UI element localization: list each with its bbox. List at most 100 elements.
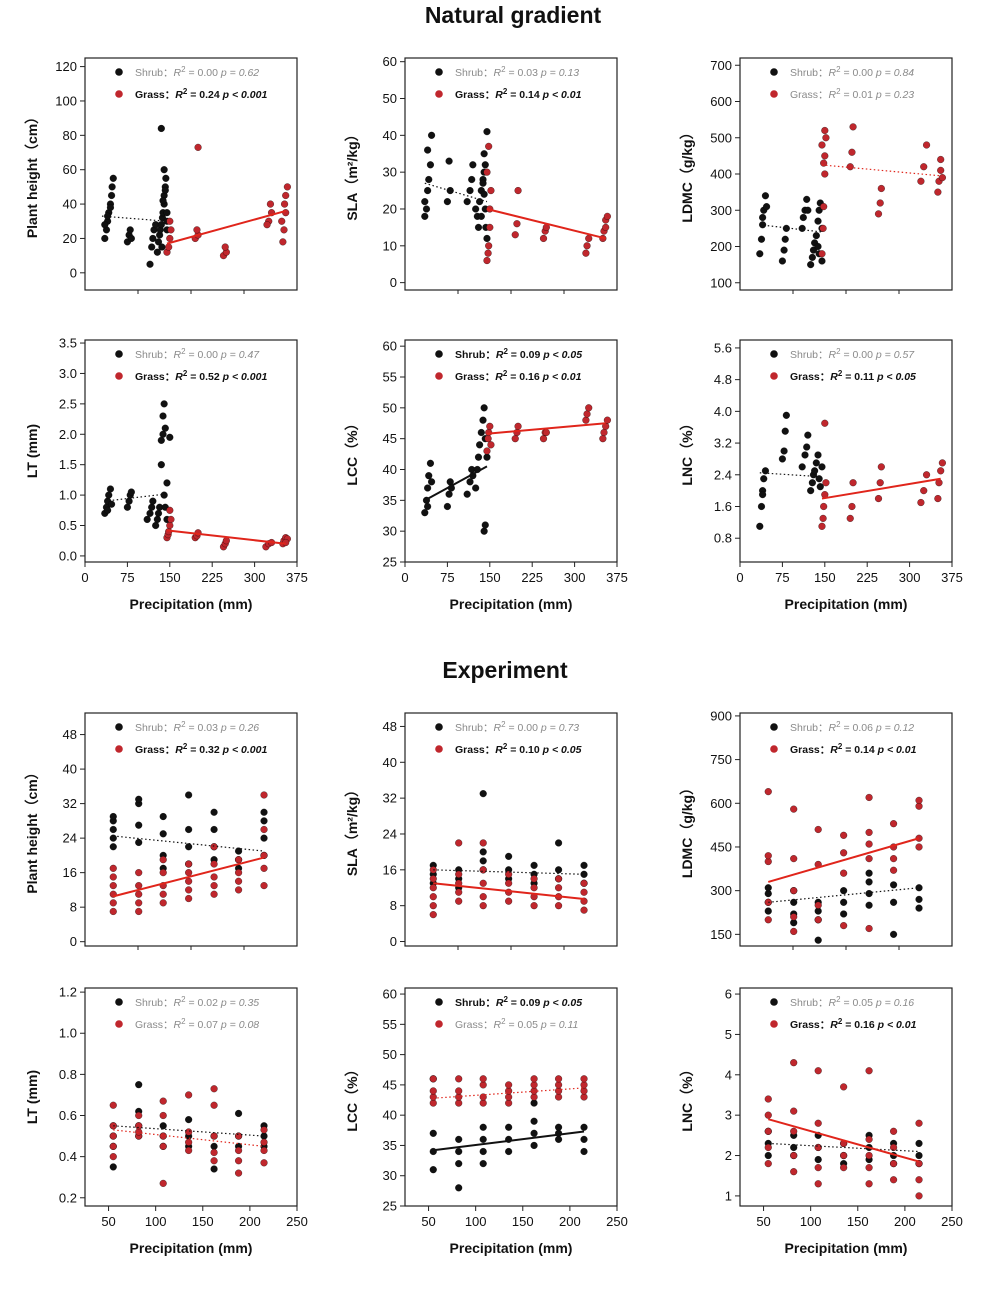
legend-text-part: R [175, 89, 183, 101]
data-point-shrub [483, 453, 491, 461]
data-point-grass [822, 479, 830, 487]
data-point-grass [109, 1101, 117, 1109]
data-point-grass [865, 855, 873, 863]
y-tick-label: 1.5 [59, 457, 77, 472]
data-point-grass [820, 502, 828, 511]
legend-text-part: = 0.00 [506, 722, 541, 734]
data-point-shrub [555, 839, 563, 847]
section-title-natural-gradient: Natural gradient [425, 2, 602, 28]
data-point-grass [539, 234, 548, 242]
fit-line-grass [767, 837, 920, 883]
fit-line-grass [113, 1129, 265, 1147]
data-point-shrub [479, 179, 487, 187]
data-point-shrub [479, 1135, 487, 1143]
legend-text-part: 2 [836, 720, 841, 729]
data-point-grass [282, 209, 290, 217]
data-point-grass [135, 890, 143, 898]
data-point-shrub [149, 234, 157, 242]
data-point-shrub [163, 209, 171, 217]
legend-text-part: = 0.05 [841, 997, 876, 1009]
legend-text-part: p < 0.05 [542, 744, 582, 756]
legend-text-part: 2 [181, 995, 186, 1004]
y-tick-label: 1 [725, 1188, 732, 1203]
x-tick-label: 225 [201, 570, 223, 585]
y-tick-label: 600 [710, 796, 732, 811]
data-point-shrub [811, 467, 819, 475]
data-point-shrub [483, 234, 491, 242]
chart-panel-4: 25 30 35 40 45 50 55 60 0 75 150 225 300 375 LCC（%） Pre… [344, 339, 628, 612]
x-tick-label: 225 [856, 570, 878, 585]
data-point-shrub [760, 475, 768, 483]
y-tick-label: 48 [383, 719, 397, 734]
legend-text-part: p = 0.84 [875, 67, 914, 79]
data-point-shrub [210, 1165, 218, 1173]
y-tick-label: 500 [710, 130, 732, 145]
data-point-shrub [580, 861, 588, 869]
data-point-shrub [127, 488, 135, 496]
fit-line-shrub [759, 224, 823, 233]
legend-marker-shrub [770, 998, 778, 1006]
data-point-shrub [149, 497, 157, 505]
legend-text-part: R [174, 349, 182, 361]
data-point-grass [814, 901, 822, 909]
y-tick-label: 40 [63, 762, 77, 777]
x-tick-label: 225 [521, 570, 543, 585]
data-point-shrub [210, 808, 218, 816]
data-point-shrub [505, 1147, 513, 1156]
data-point-shrub [446, 187, 454, 195]
data-point-shrub [425, 472, 433, 480]
data-point-shrub [781, 427, 789, 435]
data-point-shrub [235, 847, 243, 855]
x-tick-label: 50 [101, 1214, 115, 1229]
data-point-shrub [424, 484, 432, 492]
legend-text-part: Grass： [790, 371, 830, 383]
data-point-grass [840, 831, 848, 839]
y-tick-label: 0.8 [714, 531, 732, 546]
legend-text-part: Shrub： [135, 722, 174, 734]
legend-text-part: R [175, 371, 183, 383]
data-point-grass [876, 479, 884, 487]
data-point-shrub [424, 187, 432, 195]
x-tick-label: 100 [145, 1214, 167, 1229]
data-point-grass [555, 1087, 563, 1095]
data-point-grass [109, 1153, 117, 1161]
data-point-shrub [106, 485, 114, 493]
legend-entry-grass: Grass：R2 = 0.14 p < 0.01 [790, 742, 917, 757]
data-point-shrub [154, 238, 163, 246]
y-tick-label: 32 [63, 796, 77, 811]
data-point-grass [455, 1099, 463, 1107]
data-point-shrub [426, 161, 434, 169]
y-tick-label: 100 [710, 275, 732, 290]
data-point-grass [580, 1075, 588, 1083]
data-point-grass [235, 1157, 243, 1165]
legend-text-part: 2 [181, 720, 186, 729]
data-point-shrub [153, 248, 161, 256]
y-tick-label: 60 [383, 987, 397, 1002]
data-point-grass [479, 902, 487, 910]
data-point-grass [764, 1127, 772, 1135]
data-point-shrub [143, 515, 151, 523]
data-point-grass [281, 200, 289, 208]
legend-marker-grass [435, 745, 443, 753]
data-point-grass [585, 404, 593, 412]
data-point-shrub [157, 436, 165, 444]
data-point-grass [814, 1164, 822, 1172]
data-point-shrub [455, 1184, 463, 1192]
data-point-grass [455, 839, 463, 847]
legend-text-part: Shrub： [135, 349, 174, 361]
data-point-grass [840, 922, 848, 930]
data-point-shrub [157, 221, 165, 229]
data-point-grass [542, 428, 550, 437]
x-tick-label: 100 [800, 1214, 822, 1229]
legend-text-part: p = 0.26 [220, 722, 259, 734]
fit-line-grass [113, 856, 265, 898]
legend-entry-shrub: Shrub：R2 = 0.00 p = 0.84 [790, 65, 914, 80]
data-point-shrub [154, 509, 163, 517]
x-axis-label: Precipitation (mm) [785, 1240, 908, 1256]
y-axis-label: LDMC（g/kg） [679, 125, 695, 222]
data-point-shrub [146, 260, 154, 268]
legend-text-part: 2 [503, 369, 508, 378]
fit-line-shrub [113, 1125, 265, 1137]
data-point-grass [235, 1146, 243, 1155]
legend-text-part: R [829, 89, 837, 101]
